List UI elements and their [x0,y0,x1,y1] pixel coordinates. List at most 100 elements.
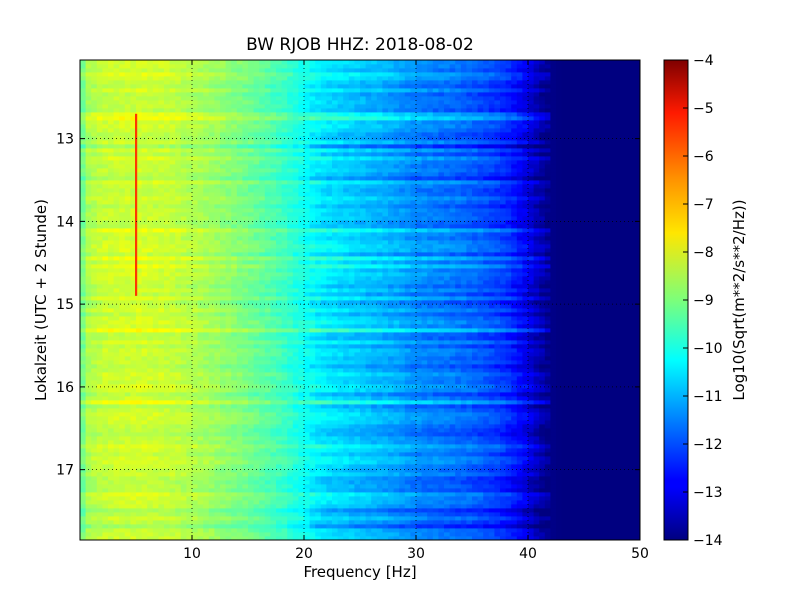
heatmap-cell [421,488,428,493]
heatmap-cell [511,448,518,453]
heatmap-cell [164,492,170,497]
heatmap-cell [528,448,534,453]
heatmap-cell [427,508,434,513]
heatmap-cell [539,500,546,505]
heatmap-cell [556,492,562,497]
heatmap-cell [455,420,462,425]
heatmap-cell [147,388,154,393]
heatmap-cell [141,512,148,517]
heatmap-cell [494,468,501,473]
heatmap-cell [494,360,501,365]
heatmap-cell [203,492,210,497]
heatmap-cell [332,420,338,425]
heatmap-cell [270,480,277,485]
heatmap-cell [354,448,361,453]
heatmap-cell [460,364,467,369]
heatmap-cell [298,456,305,461]
heatmap-cell [421,496,428,501]
heatmap-cell [315,404,322,409]
heatmap-cell [264,464,271,469]
heatmap-cell [432,352,439,357]
heatmap-cell [432,456,439,461]
heatmap-cell [315,368,322,373]
heatmap-cell [444,528,450,533]
heatmap-cell [270,496,277,501]
heatmap-cell [371,532,378,537]
heatmap-cell [169,508,176,513]
heatmap-cell [259,460,266,465]
heatmap-cell [80,500,86,505]
heatmap-cell [270,408,277,413]
heatmap-cell [158,348,165,353]
heatmap-cell [623,384,630,389]
heatmap-cell [169,364,176,369]
heatmap-cell [141,516,148,521]
heatmap-cell [460,400,467,405]
heatmap-cell [466,408,473,413]
heatmap-cell [242,444,249,449]
heatmap-cell [533,360,540,365]
heatmap-cell [192,384,198,389]
heatmap-cell [80,404,86,409]
heatmap-cell [444,388,450,393]
heatmap-cell [455,436,462,441]
heatmap-cell [528,528,534,533]
heatmap-cell [393,380,400,385]
heatmap-cell [600,464,607,469]
heatmap-cell [264,408,271,413]
heatmap-cell [606,372,613,377]
heatmap-cell [175,524,182,529]
heatmap-cell [578,440,585,445]
heatmap-cell [113,496,120,501]
heatmap-cell [388,536,394,540]
heatmap-cell [315,344,322,349]
heatmap-cell [320,404,327,409]
heatmap-cell [242,360,249,365]
heatmap-cell [595,352,602,357]
heatmap-cell [522,412,529,417]
heatmap-cell [337,464,344,469]
heatmap-cell [220,340,226,345]
heatmap-cell [169,388,176,393]
heatmap-cell [477,380,484,385]
heatmap-cell [175,500,182,505]
heatmap-cell [152,532,159,537]
heatmap-cell [332,464,338,469]
heatmap-cell [449,536,456,540]
heatmap-cell [281,532,288,537]
heatmap-cell [309,484,316,489]
heatmap-cell [169,488,176,493]
heatmap-cell [595,464,602,469]
heatmap-cell [225,472,232,477]
heatmap-cell [276,428,282,433]
heatmap-cell [348,344,355,349]
heatmap-cell [242,432,249,437]
heatmap-cell [511,416,518,421]
heatmap-cell [253,452,260,457]
heatmap-cell [455,524,462,529]
heatmap-cell [488,508,495,513]
heatmap-cell [516,520,523,525]
heatmap-cell [505,400,512,405]
heatmap-cell [326,360,333,365]
heatmap-cell [410,356,417,361]
heatmap-cell [332,340,338,345]
heatmap-cell [578,396,585,401]
heatmap-cell [550,376,557,381]
heatmap-cell [264,524,271,529]
heatmap-cell [298,520,305,525]
heatmap-cell [522,372,529,377]
heatmap-cell [561,364,568,369]
heatmap-cell [376,424,383,429]
heatmap-cell [180,536,187,540]
heatmap-cell [600,488,607,493]
heatmap-cell [438,448,445,453]
heatmap-cell [326,520,333,525]
heatmap-cell [550,372,557,377]
heatmap-cell [589,536,596,540]
heatmap-cell [147,468,154,473]
heatmap-cell [259,476,266,481]
heatmap-cell [516,412,523,417]
heatmap-cell [528,524,534,529]
heatmap-cell [376,528,383,533]
